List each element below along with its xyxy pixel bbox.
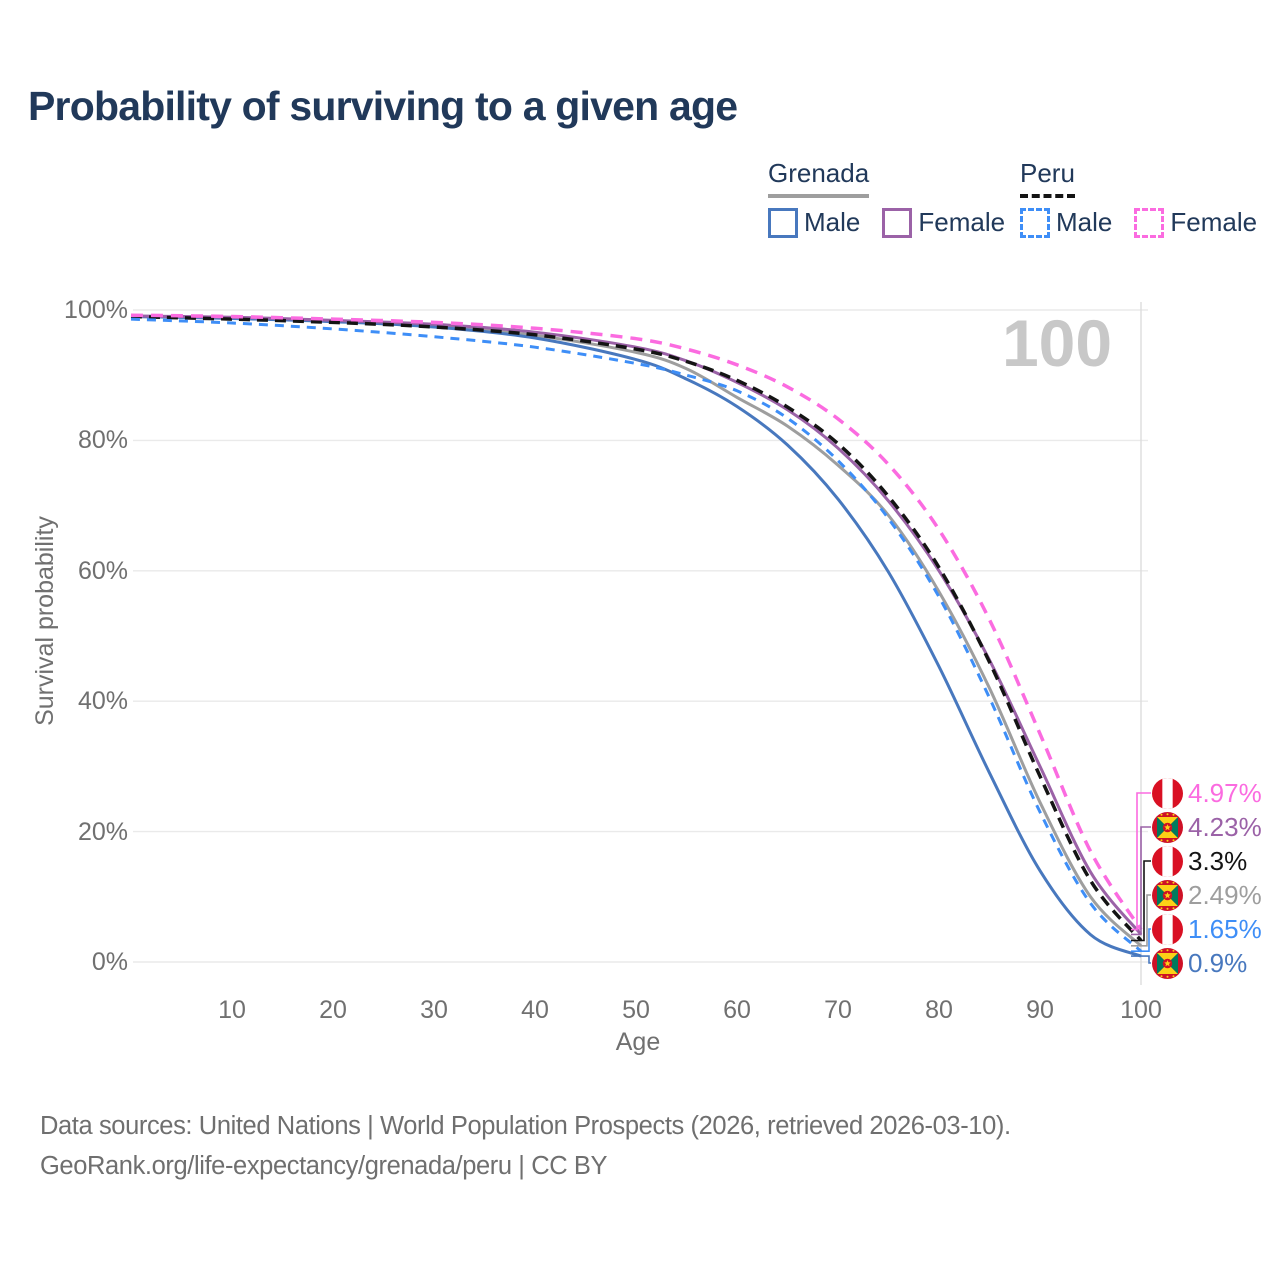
curve-grenada-female[interactable]	[130, 314, 1143, 936]
x-tick-label-20: 20	[319, 996, 347, 1024]
grenada-flag-icon	[1152, 947, 1183, 979]
legend-swatch-grenada-female	[882, 207, 913, 238]
x-tick-label-100: 100	[1120, 996, 1162, 1024]
grenada-flag-icon	[1152, 811, 1183, 843]
y-tick-label-60: 60%	[77, 556, 128, 585]
peru-flag-icon	[1152, 913, 1183, 945]
end-label-value: 3.3%	[1188, 845, 1248, 876]
x-tick-label-90: 90	[1026, 996, 1054, 1024]
legend-swatch-peru-female	[1134, 207, 1165, 238]
curve-grenada-male[interactable]	[130, 315, 1142, 958]
legend-label-grenada-female: Female	[918, 207, 1006, 237]
hovered-age-watermark: 100	[1002, 306, 1112, 380]
connector-grenada-female	[1131, 826, 1151, 936]
end-label-value: 0.9%	[1188, 947, 1248, 978]
legend-swatch-grenada-male	[768, 207, 798, 238]
legend-group-peru: Peru Male Female	[1020, 158, 1279, 238]
grenada-flag-icon	[1152, 879, 1183, 911]
curve-peru-male[interactable]	[130, 317, 1143, 953]
x-tick-label-10: 10	[218, 996, 246, 1024]
connector-peru-female	[1131, 792, 1151, 931]
end-label-peru: 3.3%	[1152, 845, 1248, 877]
curve-peru[interactable]	[130, 314, 1143, 942]
x-axis-title: Age	[615, 1028, 661, 1056]
x-tick-label-70: 70	[824, 996, 852, 1024]
connector-peru-male	[1131, 928, 1151, 952]
legend-swatch-peru-male	[1020, 207, 1050, 238]
x-tick-label-30: 30	[420, 996, 448, 1024]
end-label-value: 2.49%	[1188, 879, 1262, 910]
legend-item-peru-female[interactable]: Female	[1134, 207, 1257, 238]
connector-grenada-male	[1131, 955, 1151, 964]
curve-grenada[interactable]	[130, 315, 1143, 947]
y-tick-label-100: 100%	[64, 296, 128, 324]
end-label-grenada: 2.49%	[1152, 879, 1262, 911]
legend-label-peru-female: Female	[1170, 207, 1258, 237]
peru-flag-icon	[1152, 845, 1183, 877]
end-label-value: 1.65%	[1188, 913, 1262, 944]
legend-label-peru-male: Male	[1056, 207, 1113, 237]
legend-group-title-grenada[interactable]: Grenada	[768, 158, 870, 198]
legend-item-peru-male[interactable]: Male	[1020, 207, 1112, 238]
end-label-grenada-female: 4.23%	[1152, 811, 1262, 843]
connector-peru	[1131, 860, 1151, 942]
y-tick-label-80: 80%	[77, 426, 128, 455]
legend-label-grenada-male: Male	[804, 207, 861, 237]
legend-item-grenada-female[interactable]: Female	[882, 207, 1005, 238]
y-tick-label-20: 20%	[77, 817, 128, 846]
y-tick-label-40: 40%	[77, 687, 128, 716]
y-tick-label-0: 0%	[91, 948, 128, 976]
end-label-value: 4.23%	[1188, 811, 1262, 842]
page-title: Probability of surviving to a given age	[28, 83, 738, 129]
legend-group-title-peru[interactable]: Peru	[1020, 158, 1075, 198]
y-axis-title: Survival probability	[31, 516, 59, 726]
legend-item-grenada-male[interactable]: Male	[768, 207, 860, 238]
source-note: Data sources: United Nations | World Pop…	[40, 1106, 1011, 1186]
connector-grenada	[1131, 894, 1151, 947]
x-tick-label-80: 80	[925, 996, 953, 1024]
legend-group-grenada: Grenada Male Female	[768, 158, 1027, 238]
end-label-peru-female: 4.97%	[1152, 777, 1262, 809]
end-label-grenada-male: 0.9%	[1152, 947, 1248, 979]
x-tick-label-40: 40	[521, 996, 549, 1024]
x-tick-label-50: 50	[622, 996, 650, 1024]
end-label-peru-male: 1.65%	[1152, 913, 1262, 945]
peru-flag-icon	[1152, 777, 1183, 809]
curve-peru-female[interactable]	[130, 313, 1143, 931]
end-label-value: 4.97%	[1188, 777, 1262, 808]
x-tick-label-60: 60	[723, 996, 751, 1024]
source-line-2: GeoRank.org/life-expectancy/grenada/peru…	[40, 1152, 608, 1180]
source-line-1: Data sources: United Nations | World Pop…	[40, 1112, 1011, 1140]
